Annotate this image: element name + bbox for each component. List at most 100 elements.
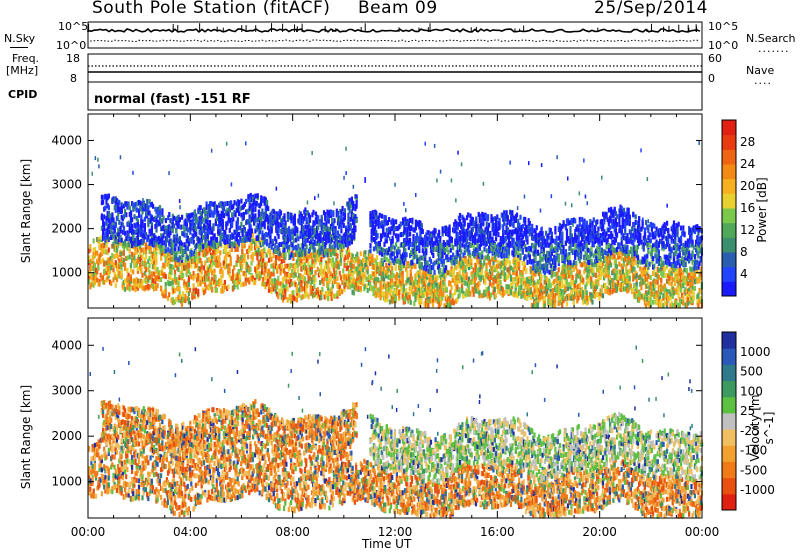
echo-cell <box>93 247 96 253</box>
echo-cell <box>562 294 565 300</box>
echo-cell <box>310 279 314 284</box>
echo-cell <box>279 270 282 276</box>
nsky-panel <box>87 21 703 49</box>
echo-cell <box>98 241 101 247</box>
echo-cell <box>296 262 300 268</box>
echo-cell <box>395 272 398 278</box>
echo-cell <box>288 228 291 234</box>
echo-cell <box>327 295 330 301</box>
echo-cell <box>113 226 116 232</box>
echo-cell <box>240 282 243 288</box>
echo-cell <box>221 285 224 291</box>
echo-cell <box>324 216 327 222</box>
echo-cell <box>226 263 229 269</box>
echo-cell <box>96 258 99 264</box>
echo-cell <box>101 243 105 249</box>
echo-cell <box>120 270 123 276</box>
echo-cell <box>238 262 242 268</box>
echo-cell <box>184 263 187 269</box>
echo-cell <box>529 294 532 300</box>
echo-cell <box>343 208 346 214</box>
echo-cell <box>222 287 225 293</box>
echo-cell <box>105 215 108 221</box>
echo-cell <box>271 284 274 290</box>
echo-cell <box>153 240 156 246</box>
echo-cell <box>169 281 172 286</box>
echo-cell <box>131 251 134 257</box>
echo-cell <box>218 259 221 265</box>
echo-cell <box>172 223 176 229</box>
echo-cell <box>134 201 137 207</box>
echo-cell <box>100 225 103 231</box>
echo-cell <box>307 269 310 275</box>
echo-cell <box>223 279 226 285</box>
echo-cell <box>171 280 174 286</box>
echo-cell <box>341 280 344 286</box>
echo-cell <box>254 213 257 219</box>
echo-cell <box>191 259 194 264</box>
echo-cell <box>133 259 136 265</box>
echo-cell <box>168 212 171 217</box>
echo-cell <box>178 289 181 295</box>
echo-cell <box>286 238 290 244</box>
echo-cell <box>277 255 280 261</box>
echo-cell <box>158 209 162 215</box>
echo-cell <box>99 244 102 250</box>
echo-cell <box>124 201 127 207</box>
echo-cell <box>173 276 177 282</box>
echo-cell <box>110 224 113 230</box>
echo-cell <box>582 291 585 297</box>
echo-cell <box>280 284 283 290</box>
echo-cell <box>250 260 253 266</box>
echo-cell <box>213 254 216 259</box>
echo-cell <box>278 251 281 257</box>
echo-cell <box>632 261 635 267</box>
echo-cell <box>103 243 106 249</box>
echo-cell <box>119 241 122 246</box>
echo-cell <box>143 277 146 283</box>
echo-cell <box>226 239 229 245</box>
echo-cell <box>281 297 285 303</box>
echo-cell <box>103 268 106 274</box>
echo-cell <box>309 288 312 294</box>
echo-cell <box>494 293 497 299</box>
echo-cell <box>96 250 99 256</box>
echo-cell <box>208 246 211 252</box>
echo-cell <box>271 287 274 293</box>
echo-cell <box>101 249 105 255</box>
echo-cell <box>461 277 464 283</box>
echo-cell <box>408 295 411 300</box>
echo-cell <box>207 229 210 235</box>
echo-cell <box>216 248 220 254</box>
echo-cell <box>493 286 496 292</box>
echo-cell <box>248 248 251 254</box>
echo-cell <box>189 287 192 293</box>
echo-cell <box>255 243 258 249</box>
echo-cell <box>305 244 308 250</box>
echo-cell <box>577 295 580 301</box>
echo-cell <box>328 250 331 256</box>
echo-cell <box>529 288 532 294</box>
echo-cell <box>114 238 117 244</box>
echo-cell <box>265 252 268 258</box>
echo-cell <box>215 242 219 248</box>
echo-cell <box>135 282 138 288</box>
echo-cell <box>236 219 239 225</box>
echo-cell <box>292 263 295 269</box>
nsky-label: N.Sky <box>4 32 36 45</box>
echo-cell <box>485 262 488 268</box>
echo-cell <box>228 267 231 273</box>
echo-cell <box>107 247 110 253</box>
echo-cell <box>335 257 338 263</box>
echo-cell <box>110 265 113 271</box>
echo-cell <box>295 287 298 293</box>
echo-cell <box>114 221 117 227</box>
echo-cell <box>206 265 209 271</box>
echo-cell <box>353 234 356 240</box>
echo-cell <box>113 254 116 259</box>
echo-cell <box>283 257 286 263</box>
echo-cell <box>105 220 108 226</box>
echo-cell <box>571 275 574 280</box>
echo-cell <box>112 221 115 227</box>
